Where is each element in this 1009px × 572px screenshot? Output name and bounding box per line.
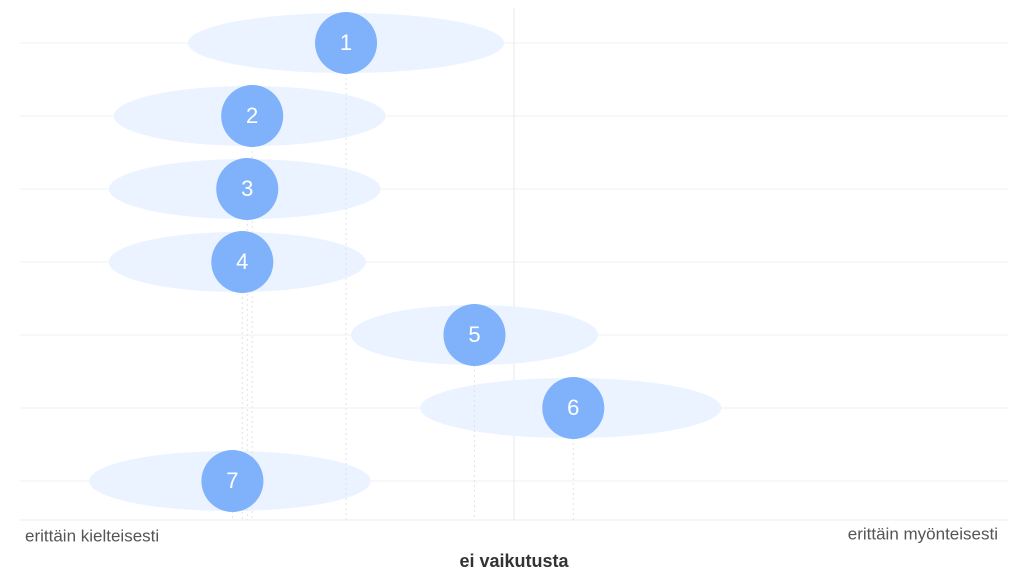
dot-label: 5 <box>468 322 480 347</box>
dot <box>443 304 506 366</box>
dot <box>201 450 264 512</box>
dot-label: 3 <box>241 176 253 201</box>
dot-label: 4 <box>236 249 248 274</box>
dot-label: 6 <box>567 395 579 420</box>
x-tick-label: erittäin myönteisesti <box>848 524 998 543</box>
x-tick-label: erittäin kielteisesti <box>25 526 159 545</box>
dot-label: 7 <box>226 468 238 493</box>
dot <box>211 231 274 293</box>
dot-label: 2 <box>246 103 258 128</box>
x-tick-label: ei vaikutusta <box>459 551 569 571</box>
dot-label: 1 <box>340 30 352 55</box>
dot <box>221 85 284 147</box>
dot <box>216 158 279 220</box>
dot <box>315 12 378 74</box>
dot <box>542 377 605 439</box>
